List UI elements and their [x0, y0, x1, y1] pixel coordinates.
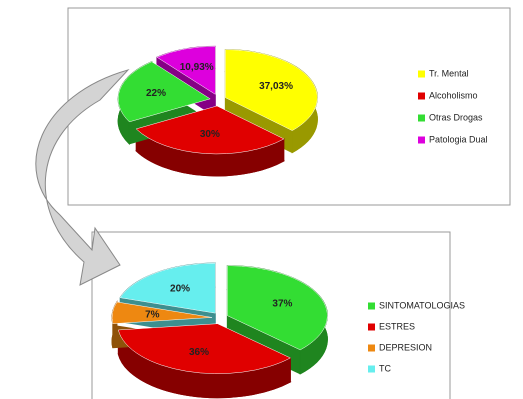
data-label: 7%	[145, 309, 160, 320]
data-label: 36%	[189, 347, 209, 358]
legend-label: Patologia Dual	[429, 134, 488, 144]
arrow	[35, 69, 130, 286]
legend-swatch	[418, 70, 425, 78]
legend-label: SINTOMATOLOGIAS	[379, 300, 465, 310]
data-label: 37,03%	[259, 81, 293, 92]
legend-swatch	[368, 344, 375, 352]
pie-slice	[117, 323, 291, 374]
legend-swatch	[418, 136, 425, 144]
legend-label: Tr. Mental	[429, 68, 469, 78]
data-label: 37%	[272, 298, 292, 309]
legend-swatch	[418, 114, 425, 122]
pie-slice	[156, 46, 216, 95]
legend-label: DEPRESION	[379, 342, 432, 352]
legend-label: Alcoholismo	[429, 90, 478, 100]
legend-swatch	[368, 365, 375, 373]
data-label: 10,93%	[180, 62, 214, 73]
data-label: 30%	[200, 129, 220, 140]
pie-slice	[135, 105, 285, 155]
legend-swatch	[368, 302, 375, 310]
pie-slice	[225, 49, 318, 131]
legend-label: Otras Drogas	[429, 112, 483, 122]
legend-swatch	[368, 323, 375, 331]
pie-slice	[111, 301, 213, 324]
data-label: 20%	[170, 284, 190, 295]
data-label: 22%	[146, 88, 166, 99]
legend-label: ESTRES	[379, 321, 415, 331]
pie-slice	[117, 61, 211, 123]
legend-label: TC	[379, 363, 391, 373]
legend-swatch	[418, 92, 425, 100]
pie-slice	[227, 265, 328, 351]
pie-slice	[119, 262, 216, 314]
